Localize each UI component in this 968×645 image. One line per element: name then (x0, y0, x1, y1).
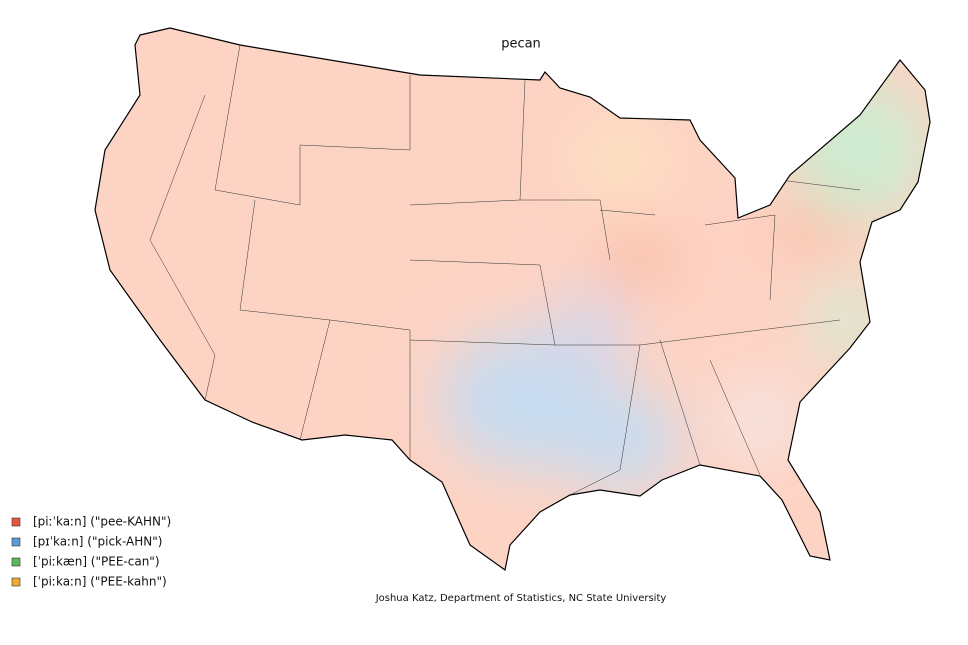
map-surface (95, 28, 930, 570)
legend-label: [piːˈkaːn] ("pee-KAHN") (33, 515, 171, 529)
legend: [piːˈkaːn] ("pee-KAHN") [pɪˈkaːn] ("pick-… (11, 515, 171, 589)
map-title: pecan (501, 37, 541, 52)
legend-swatch (11, 557, 21, 567)
credit: Joshua Katz, Department of Statistics, N… (375, 593, 667, 604)
legend-swatch (11, 537, 21, 547)
legend-label: [pɪˈkaːn] ("pick-AHN") (33, 535, 162, 549)
legend-label: [ˈpiːkaːn] ("PEE-kahn") (33, 575, 167, 589)
legend-label: [ˈpiːkæn] ("PEE-can") (33, 555, 160, 569)
legend-swatch (11, 577, 21, 587)
legend-swatch (11, 517, 21, 527)
